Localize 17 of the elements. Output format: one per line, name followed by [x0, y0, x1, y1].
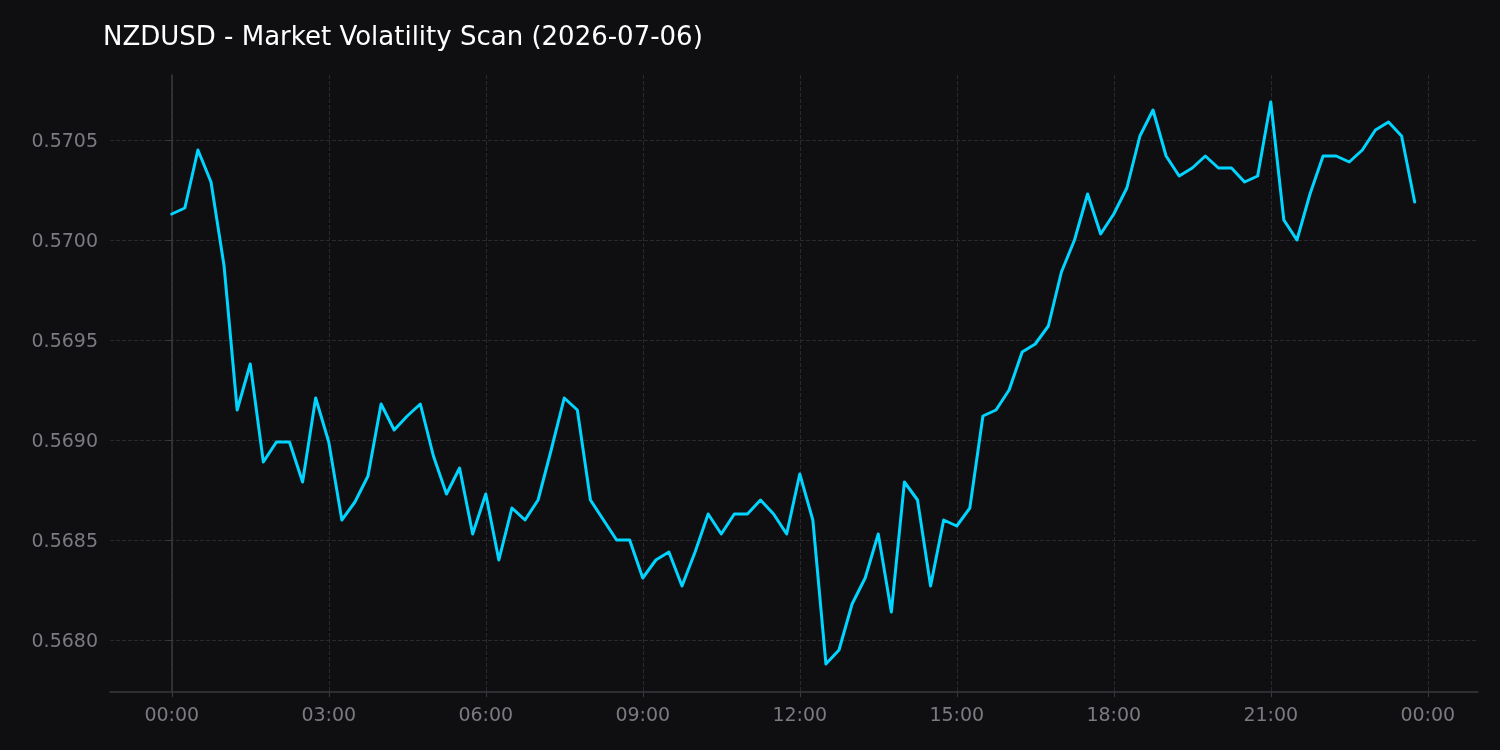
x-tick-label: 21:00	[1243, 702, 1299, 725]
y-tick-label: 0.5685	[31, 529, 98, 551]
y-tick-label: 0.5695	[31, 329, 98, 351]
x-tick-label: 03:00	[301, 702, 357, 725]
x-tick-label: 00:00	[1400, 702, 1456, 725]
x-tick-label: 12:00	[772, 702, 828, 725]
y-tick-label: 0.5700	[31, 229, 98, 251]
y-tick-label: 0.5690	[31, 429, 98, 451]
x-tick-label: 18:00	[1086, 702, 1142, 725]
line-series	[170, 100, 1417, 666]
x-tick-label: 06:00	[458, 702, 514, 725]
y-tick-label: 0.5705	[31, 129, 98, 151]
y-tick-label: 0.5680	[31, 629, 98, 651]
x-tick-label: 15:00	[929, 702, 985, 725]
chart-title: NZDUSD - Market Volatility Scan (2026-07-06)	[103, 21, 703, 51]
x-tick-label: 09:00	[615, 702, 671, 725]
x-tick-label: 00:00	[144, 702, 200, 725]
